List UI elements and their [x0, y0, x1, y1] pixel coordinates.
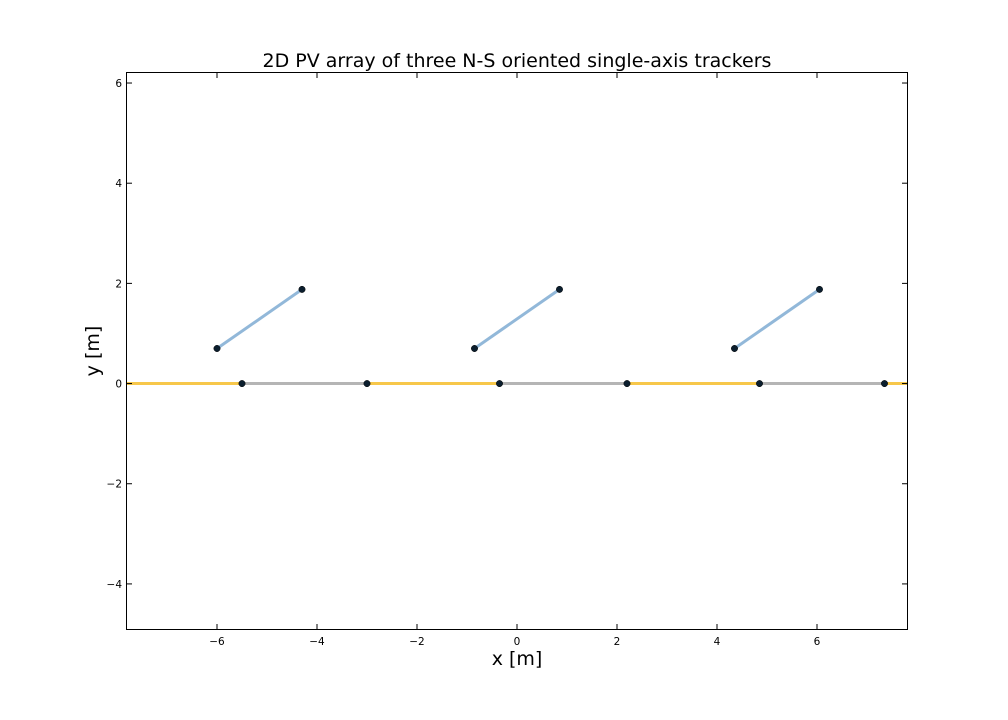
x-tick-label: 6	[814, 636, 821, 648]
data-point-9	[496, 380, 503, 388]
data-point-7	[238, 380, 246, 388]
data-point-6	[816, 285, 823, 293]
y-axis-label: y [m]	[82, 326, 104, 377]
y-tick-label: 0	[115, 379, 122, 391]
x-tick-label: 0	[514, 636, 521, 648]
y-tick-label: 4	[115, 178, 122, 190]
data-point-2	[298, 285, 306, 293]
data-point-1	[213, 345, 221, 352]
axis-ticks: −6 −4 −2 0 2 4 6 −4 −2 0 2 4 6	[107, 73, 907, 648]
data-point-12	[881, 380, 888, 388]
plot-frame	[126, 72, 908, 630]
x-axis-label: x [m]	[492, 648, 543, 670]
y-tick-label: 2	[115, 278, 122, 290]
data-point-8	[363, 380, 371, 388]
pv-row-line-3	[733, 288, 821, 350]
data-point-3	[471, 345, 478, 352]
y-tick-label: −2	[107, 479, 122, 491]
pv-row-line-1	[216, 288, 303, 350]
y-tick-label: 6	[115, 78, 122, 90]
x-tick-label: −2	[409, 636, 424, 648]
pv-row-line-2	[473, 288, 561, 350]
data-point-10	[623, 380, 631, 388]
data-point-5	[731, 345, 738, 352]
x-tick-label: −4	[309, 636, 325, 648]
data-point-11	[756, 380, 763, 388]
x-tick-label: 4	[714, 636, 721, 648]
plot-area	[127, 285, 907, 388]
y-tick-label: −4	[107, 579, 123, 591]
x-tick-label: 2	[614, 636, 621, 648]
x-tick-label: −6	[209, 636, 225, 648]
data-point-4	[556, 285, 563, 293]
chart-title: 2D PV array of three N-S oriented single…	[263, 50, 772, 72]
